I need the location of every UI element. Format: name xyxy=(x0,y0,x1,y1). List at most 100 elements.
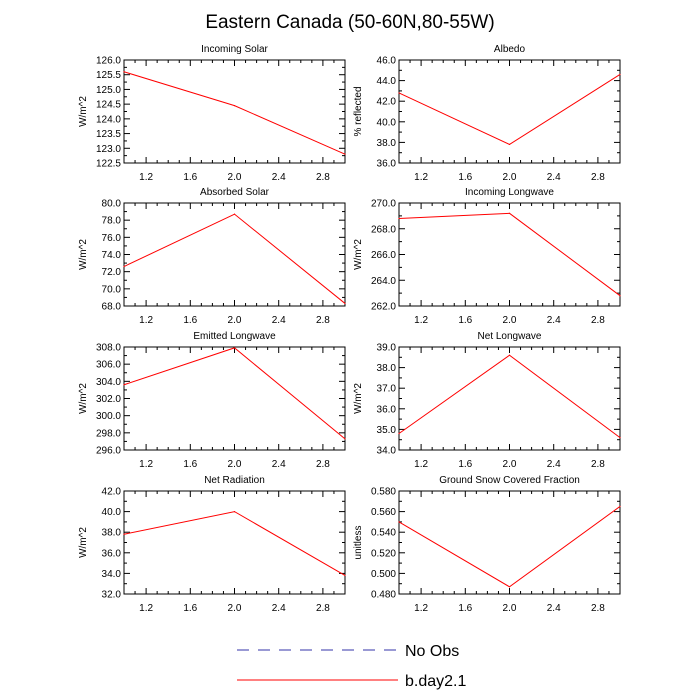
series-line xyxy=(398,212,621,297)
y-tick-label: 68.0 xyxy=(102,302,122,313)
series-line xyxy=(123,213,346,304)
y-tick-label: 35.0 xyxy=(377,425,397,436)
x-tick-label: 1.6 xyxy=(458,459,472,470)
x-tick-label: 2.8 xyxy=(591,459,605,470)
y-tick-label: 32.0 xyxy=(102,590,122,601)
y-tick-label: 125.5 xyxy=(96,70,121,81)
legend: No Obs b.day2.1 xyxy=(237,643,466,690)
panel-title: Absorbed Solar xyxy=(200,187,270,198)
panel-title: Emitted Longwave xyxy=(193,331,276,342)
y-axis-label: W/m^2 xyxy=(78,383,89,414)
data-point xyxy=(123,384,125,386)
plot-frame xyxy=(123,59,346,164)
y-tick-label: 0.500 xyxy=(371,569,396,580)
x-tick-label: 2.8 xyxy=(316,315,330,326)
data-point xyxy=(398,432,400,435)
x-tick-label: 1.2 xyxy=(139,172,153,183)
y-tick-label: 266.0 xyxy=(371,250,396,261)
data-point xyxy=(344,153,346,155)
x-tick-label: 2.8 xyxy=(316,172,330,183)
x-tick-label: 2.8 xyxy=(591,172,605,183)
y-tick-label: 124.0 xyxy=(96,114,121,125)
data-point xyxy=(398,521,400,523)
series-line xyxy=(123,347,346,440)
panel-title: Ground Snow Covered Fraction xyxy=(439,475,580,486)
y-axis-label: % reflected xyxy=(353,86,364,136)
x-tick-label: 2.4 xyxy=(547,459,561,470)
chart-panel: Ground Snow Covered Fraction 1.2 1.6 2.0 2.4… xyxy=(353,475,621,614)
data-point xyxy=(233,511,236,513)
data-point xyxy=(619,295,621,297)
panel-title: Net Longwave xyxy=(478,331,542,342)
x-tick-label: 2.0 xyxy=(503,172,517,183)
data-point xyxy=(619,505,621,508)
y-axis-label: W/m^2 xyxy=(353,383,364,414)
series-line xyxy=(398,73,621,146)
y-tick-label: 42.0 xyxy=(377,97,397,108)
plot-frame xyxy=(123,490,346,595)
data-point xyxy=(123,71,125,73)
y-axis-label: W/m^2 xyxy=(78,239,89,270)
y-tick-label: 46.0 xyxy=(377,56,397,67)
data-point xyxy=(344,574,346,577)
plot-frame xyxy=(123,346,346,451)
y-tick-label: 38.0 xyxy=(102,528,122,539)
y-tick-label: 298.0 xyxy=(96,428,121,439)
x-tick-label: 1.2 xyxy=(139,315,153,326)
y-tick-label: 122.5 xyxy=(96,159,121,170)
x-tick-label: 2.8 xyxy=(316,459,330,470)
chart-panel: Absorbed Solar 1.2 1.6 2.0 2.4 2.8 68.0 70.0 72.… xyxy=(78,187,346,326)
series-line xyxy=(398,354,621,439)
y-tick-label: 34.0 xyxy=(377,446,397,457)
x-tick-label: 1.2 xyxy=(414,459,428,470)
x-tick-label: 1.6 xyxy=(458,172,472,183)
y-tick-label: 37.0 xyxy=(377,384,397,395)
data-point xyxy=(233,105,236,107)
y-tick-label: 125.0 xyxy=(96,85,121,96)
chart-panel: Emitted Longwave 1.2 1.6 2.0 2.4 2.8 296.0 298.… xyxy=(78,331,346,470)
y-tick-label: 44.0 xyxy=(377,76,397,87)
y-tick-label: 296.0 xyxy=(96,446,121,457)
x-tick-label: 2.0 xyxy=(228,172,242,183)
y-tick-label: 38.0 xyxy=(377,363,397,374)
plot-frame xyxy=(398,346,621,451)
y-tick-label: 123.5 xyxy=(96,129,121,140)
y-tick-label: 42.0 xyxy=(102,487,122,498)
series-line xyxy=(398,506,621,588)
y-tick-label: 72.0 xyxy=(102,267,122,278)
plot-frame xyxy=(398,59,621,164)
y-tick-label: 0.560 xyxy=(371,507,396,518)
plot-frame xyxy=(398,202,621,307)
y-axis-label: unitless xyxy=(353,526,364,560)
y-tick-label: 268.0 xyxy=(371,224,396,235)
y-tick-label: 264.0 xyxy=(371,276,396,287)
y-tick-label: 40.0 xyxy=(377,117,397,128)
y-axis-label: W/m^2 xyxy=(78,527,89,558)
data-point xyxy=(619,73,621,76)
x-tick-label: 1.2 xyxy=(139,603,153,614)
panel-title: Incoming Solar xyxy=(201,44,268,55)
panel-title: Incoming Longwave xyxy=(465,187,554,198)
data-point xyxy=(233,213,236,215)
y-tick-label: 38.0 xyxy=(377,138,397,149)
y-tick-label: 126.0 xyxy=(96,56,121,67)
x-tick-label: 2.0 xyxy=(228,603,242,614)
y-tick-label: 74.0 xyxy=(102,250,122,261)
y-tick-label: 39.0 xyxy=(377,343,397,354)
y-tick-label: 76.0 xyxy=(102,233,122,244)
x-tick-label: 2.8 xyxy=(591,603,605,614)
y-tick-label: 0.520 xyxy=(371,548,396,559)
y-tick-label: 70.0 xyxy=(102,284,122,295)
y-tick-label: 36.0 xyxy=(377,159,397,170)
y-tick-label: 40.0 xyxy=(102,507,122,518)
x-tick-label: 2.4 xyxy=(272,459,286,470)
y-tick-label: 0.580 xyxy=(371,487,396,498)
data-point xyxy=(619,437,621,439)
y-tick-label: 262.0 xyxy=(371,302,396,313)
x-tick-label: 1.6 xyxy=(183,172,197,183)
x-tick-label: 1.6 xyxy=(183,459,197,470)
data-point xyxy=(123,533,125,535)
x-tick-label: 1.2 xyxy=(139,459,153,470)
series-line xyxy=(123,511,346,576)
